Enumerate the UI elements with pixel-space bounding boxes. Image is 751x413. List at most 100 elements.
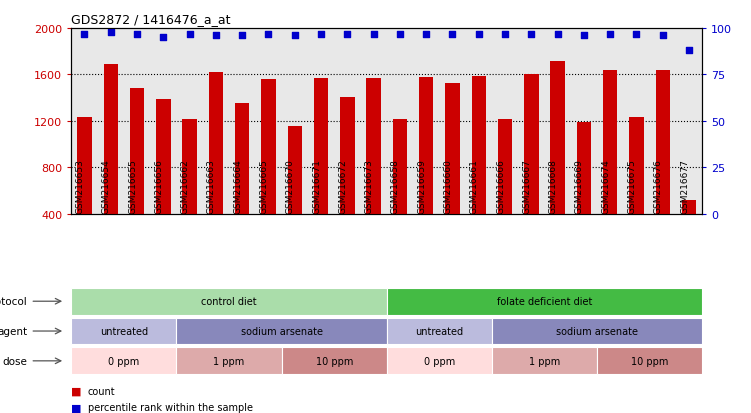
Bar xyxy=(288,126,302,214)
Text: GSM216658: GSM216658 xyxy=(391,159,400,213)
Text: control diet: control diet xyxy=(201,297,257,306)
Bar xyxy=(419,78,433,214)
Point xyxy=(79,31,90,38)
Point xyxy=(183,31,195,38)
Text: GSM216655: GSM216655 xyxy=(128,159,137,213)
Bar xyxy=(71,348,176,374)
Point xyxy=(421,31,433,38)
Bar xyxy=(603,71,617,214)
Point xyxy=(368,31,380,38)
Text: GSM216675: GSM216675 xyxy=(628,159,637,213)
Point xyxy=(631,31,643,38)
Text: GSM216664: GSM216664 xyxy=(234,159,242,213)
Text: ■: ■ xyxy=(71,386,82,396)
Text: 10 ppm: 10 ppm xyxy=(631,356,668,366)
Text: GSM216665: GSM216665 xyxy=(260,159,269,213)
Text: GSM216661: GSM216661 xyxy=(470,159,479,213)
Bar xyxy=(629,118,644,214)
Text: GSM216666: GSM216666 xyxy=(496,159,505,213)
Text: GSM216654: GSM216654 xyxy=(102,159,111,213)
Bar xyxy=(550,62,565,214)
Text: 1 ppm: 1 ppm xyxy=(529,356,560,366)
Point xyxy=(604,31,616,38)
Point xyxy=(683,48,695,55)
Bar xyxy=(492,348,597,374)
Point xyxy=(656,33,668,40)
Bar xyxy=(71,318,176,344)
Point xyxy=(158,35,170,41)
Text: count: count xyxy=(88,386,116,396)
Bar xyxy=(314,79,328,214)
Bar xyxy=(577,123,591,214)
Bar xyxy=(597,348,702,374)
Bar xyxy=(77,118,92,214)
Bar xyxy=(387,318,492,344)
Text: GSM216660: GSM216660 xyxy=(444,159,452,213)
Bar xyxy=(387,348,492,374)
Text: 10 ppm: 10 ppm xyxy=(315,356,353,366)
Point xyxy=(394,31,406,38)
Bar xyxy=(682,200,696,214)
Text: 0 ppm: 0 ppm xyxy=(108,356,140,366)
Bar xyxy=(366,79,381,214)
Text: GSM216672: GSM216672 xyxy=(339,159,348,213)
Point xyxy=(263,31,275,38)
Text: 1 ppm: 1 ppm xyxy=(213,356,245,366)
Bar xyxy=(104,65,118,214)
Point xyxy=(104,29,117,36)
Text: agent: agent xyxy=(0,326,27,336)
Text: GSM216673: GSM216673 xyxy=(365,159,374,213)
Text: GSM216656: GSM216656 xyxy=(155,159,164,213)
Text: sodium arsenate: sodium arsenate xyxy=(240,326,323,336)
Point xyxy=(288,33,300,40)
Bar xyxy=(235,104,249,214)
Text: GSM216662: GSM216662 xyxy=(181,159,189,213)
Text: 0 ppm: 0 ppm xyxy=(424,356,455,366)
Point xyxy=(578,33,590,40)
Text: GSM216663: GSM216663 xyxy=(207,159,216,213)
Bar xyxy=(340,97,354,214)
Bar xyxy=(261,80,276,214)
Text: GSM216653: GSM216653 xyxy=(76,159,84,213)
Bar xyxy=(71,288,387,315)
Bar xyxy=(472,76,486,214)
Point xyxy=(342,31,354,38)
Text: untreated: untreated xyxy=(415,326,463,336)
Text: GSM216677: GSM216677 xyxy=(680,159,689,213)
Bar xyxy=(445,83,460,214)
Bar xyxy=(524,75,538,214)
Text: sodium arsenate: sodium arsenate xyxy=(556,326,638,336)
Bar xyxy=(209,73,223,214)
Bar xyxy=(492,318,702,344)
Text: GSM216674: GSM216674 xyxy=(602,159,610,213)
Text: GDS2872 / 1416476_a_at: GDS2872 / 1416476_a_at xyxy=(71,13,231,26)
Bar xyxy=(156,100,170,214)
Bar xyxy=(393,119,407,214)
Bar xyxy=(182,119,197,214)
Point xyxy=(526,31,538,38)
Point xyxy=(446,31,458,38)
Point xyxy=(499,31,511,38)
Point xyxy=(236,33,248,40)
Text: GSM216667: GSM216667 xyxy=(523,159,532,213)
Bar xyxy=(130,89,144,214)
Bar xyxy=(282,348,387,374)
Point xyxy=(131,31,143,38)
Bar xyxy=(498,119,512,214)
Point xyxy=(315,31,327,38)
Bar xyxy=(176,348,282,374)
Text: dose: dose xyxy=(2,356,27,366)
Text: GSM216670: GSM216670 xyxy=(286,159,294,213)
Text: protocol: protocol xyxy=(0,297,27,306)
Text: folate deficient diet: folate deficient diet xyxy=(497,297,592,306)
Bar xyxy=(387,288,702,315)
Text: GSM216659: GSM216659 xyxy=(418,159,427,213)
Text: GSM216668: GSM216668 xyxy=(549,159,557,213)
Point xyxy=(473,31,485,38)
Bar xyxy=(176,318,387,344)
Point xyxy=(551,31,563,38)
Text: percentile rank within the sample: percentile rank within the sample xyxy=(88,402,253,413)
Point xyxy=(210,33,222,40)
Bar xyxy=(656,71,670,214)
Text: GSM216669: GSM216669 xyxy=(575,159,584,213)
